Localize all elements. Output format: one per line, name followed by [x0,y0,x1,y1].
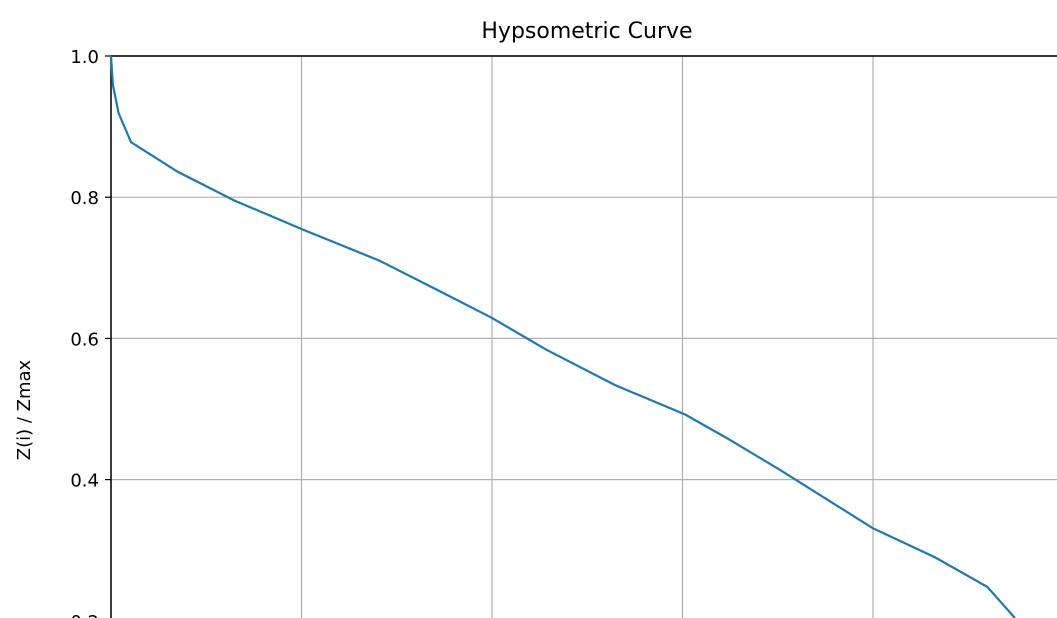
data-line [109,55,1016,618]
y-tick-label: 1.0 [70,47,99,68]
y-tick-label: 0.8 [70,188,99,209]
y-tick-label: 0.6 [70,329,99,350]
y-axis-label: Z(i) / Zmax [14,359,35,460]
chart-title: Hypsometric Curve [481,19,692,44]
y-tick-label: 0.2 [70,612,99,618]
y-tick-label: 0.4 [70,471,99,492]
